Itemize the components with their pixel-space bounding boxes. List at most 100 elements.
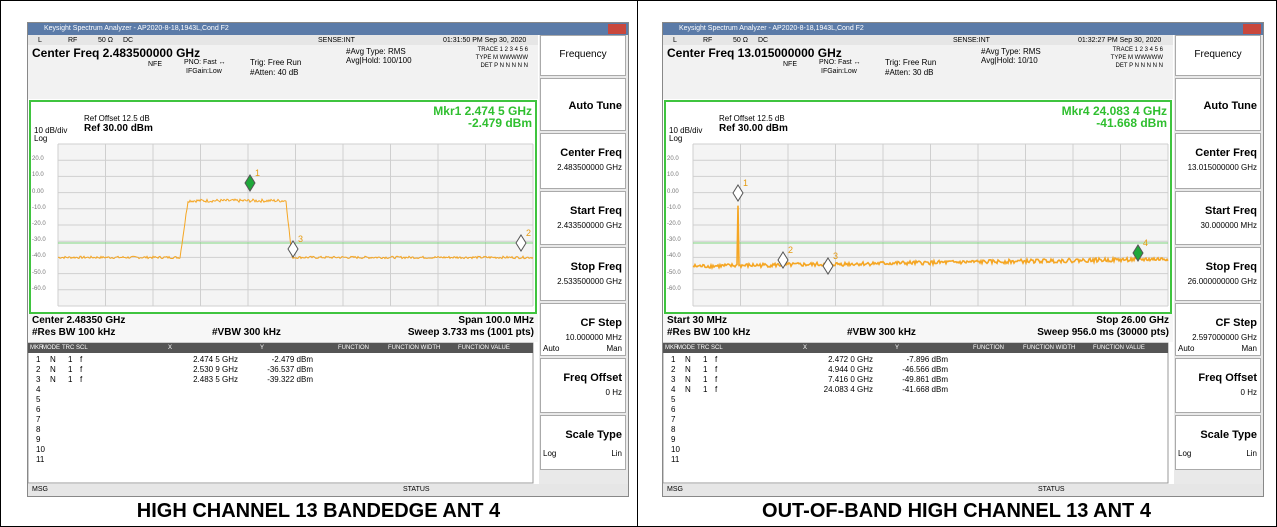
y-tick-label: -10.0 xyxy=(32,204,46,211)
table-cell: 6 xyxy=(671,405,676,414)
softkey-label: Frequency xyxy=(559,49,607,60)
marker-label: 4 xyxy=(1143,238,1149,248)
table-cell: 5 xyxy=(671,395,676,404)
table-header: FUNCTION WIDTH xyxy=(1023,345,1076,351)
y-tick-label: -10.0 xyxy=(667,204,681,211)
marker xyxy=(777,251,789,269)
toolbar-item: L xyxy=(38,37,42,44)
nfe: NFE xyxy=(783,61,797,68)
analyzer-screen: 1 2 3 4 Keysight Spectrum Analyzer - AP2020-… xyxy=(662,22,1264,497)
table-header: SCL xyxy=(76,345,88,351)
softkey: Frequency xyxy=(1175,35,1261,76)
softkey-value: 30.000000 MHz xyxy=(1200,221,1257,230)
table-cell: 1 xyxy=(671,355,676,364)
table-cell: 24.083 4 GHz xyxy=(823,385,873,394)
table-cell: f xyxy=(80,375,83,384)
table-cell: 3 xyxy=(671,375,676,384)
table-cell: 1 xyxy=(36,355,41,364)
marker-label: 3 xyxy=(833,251,839,261)
trace-info: TYPE M WWWWW xyxy=(475,55,528,61)
softkey-option: Auto xyxy=(1178,344,1195,353)
bottom-info xyxy=(663,314,1173,342)
table-cell: N xyxy=(50,365,56,374)
softkey-option: Lin xyxy=(1246,449,1257,458)
marker xyxy=(515,234,527,252)
toolbar-item: RF xyxy=(68,37,78,44)
table-cell: -2.479 dBm xyxy=(271,355,313,364)
softkey[interactable]: Start Freq 2.433500000 GHz xyxy=(540,191,626,245)
softkey-label: Stop Freq xyxy=(570,261,622,273)
table-header: X xyxy=(803,345,808,351)
table-cell: 9 xyxy=(36,435,41,444)
sweep-info: #VBW 300 kHz xyxy=(847,327,916,338)
table-header: SCL xyxy=(711,345,723,351)
sweep-info: Stop 26.00 GHz xyxy=(1096,315,1169,326)
softkey[interactable]: Scale Type Log Lin xyxy=(540,415,626,470)
table-header: Y xyxy=(895,345,900,351)
table-header: MODE xyxy=(42,345,60,351)
toolbar-item: 50 Ω xyxy=(98,37,113,44)
table-cell: -46.566 dBm xyxy=(902,365,948,374)
toolbar xyxy=(663,35,1173,45)
table-cell: 1 xyxy=(68,365,73,374)
time: 01:31:50 PM Sep 30, 2020 xyxy=(443,37,527,44)
softkey[interactable]: Center Freq 13.015000000 GHz xyxy=(1175,133,1261,189)
sweep-info: Start 30 MHz xyxy=(667,315,728,326)
avg-hold: Avg|Hold: 10/10 xyxy=(981,56,1038,65)
pno: PNO: Fast ↔ xyxy=(819,59,861,66)
table-cell: 11 xyxy=(671,455,680,464)
y-tick-label: -20.0 xyxy=(667,221,681,227)
softkey[interactable]: Stop Freq 26.000000000 GHz xyxy=(1175,247,1261,301)
toolbar-item: DC xyxy=(758,37,769,44)
softkey[interactable]: Start Freq 30.000000 MHz xyxy=(1175,191,1261,245)
y-tick-label: -50.0 xyxy=(32,269,46,276)
softkey[interactable]: Scale Type Log Lin xyxy=(1175,415,1261,470)
softkey[interactable]: Auto Tune xyxy=(540,78,626,131)
table-header: FUNCTION VALUE xyxy=(1093,345,1145,351)
softkey[interactable]: Freq Offset 0 Hz xyxy=(540,358,626,413)
table-cell: 1 xyxy=(68,355,73,364)
marker-label: 1 xyxy=(743,178,749,188)
softkey[interactable]: Freq Offset 0 Hz xyxy=(1175,358,1261,413)
softkey-label: Auto Tune xyxy=(568,100,622,112)
softkey-label: Center Freq xyxy=(1195,147,1257,159)
table-cell: f xyxy=(715,385,718,394)
table-header: TRC xyxy=(62,345,75,351)
title-bar xyxy=(28,23,628,35)
softkey-option: Lin xyxy=(611,449,622,458)
softkey-option: Auto xyxy=(543,344,560,353)
ref-level: Ref 30.00 dBm xyxy=(84,123,153,134)
softkey-option: Man xyxy=(1241,344,1257,353)
softkey-label: Start Freq xyxy=(570,205,622,217)
toolbar-item: RF xyxy=(703,37,713,44)
table-cell: f xyxy=(715,355,718,364)
table-header: MKR xyxy=(30,345,44,351)
table-cell: 8 xyxy=(36,425,41,434)
table-cell: 4 xyxy=(36,385,41,394)
table-cell: 2.483 5 GHz xyxy=(193,375,238,384)
softkey[interactable]: CF Step 2.597000000 GHz Auto Man xyxy=(1175,303,1261,356)
toolbar-item: DC xyxy=(123,37,134,44)
table-cell: f xyxy=(80,365,83,374)
center-freq: Center Freq 13.015000000 GHz xyxy=(667,46,842,60)
softkey-value: 2.597000000 GHz xyxy=(1192,333,1257,342)
table-cell: f xyxy=(715,365,718,374)
atten: #Atten: 30 dB xyxy=(885,68,934,77)
softkey-label: CF Step xyxy=(580,317,622,329)
softkey-label: CF Step xyxy=(1215,317,1257,329)
sweep-info: #Res BW 100 kHz xyxy=(667,327,751,338)
trig: Trig: Free Run xyxy=(885,58,937,67)
table-header-bg xyxy=(28,343,533,353)
softkey[interactable]: Stop Freq 2.533500000 GHz xyxy=(540,247,626,301)
softkey[interactable]: Auto Tune xyxy=(1175,78,1261,131)
softkey[interactable]: CF Step 10.000000 MHz Auto Man xyxy=(540,303,626,356)
softkey[interactable]: Center Freq 2.483500000 GHz xyxy=(540,133,626,189)
table-cell: f xyxy=(715,375,718,384)
toolbar-item: L xyxy=(673,37,677,44)
ifgain: IFGain:Low xyxy=(186,68,222,75)
table-cell: 4.944 0 GHz xyxy=(828,365,873,374)
marker xyxy=(244,174,256,192)
trig: Trig: Free Run xyxy=(250,58,302,67)
softkey-option: Man xyxy=(606,344,622,353)
trace-info: TRACE 1 2 3 4 5 6 xyxy=(1112,47,1163,53)
